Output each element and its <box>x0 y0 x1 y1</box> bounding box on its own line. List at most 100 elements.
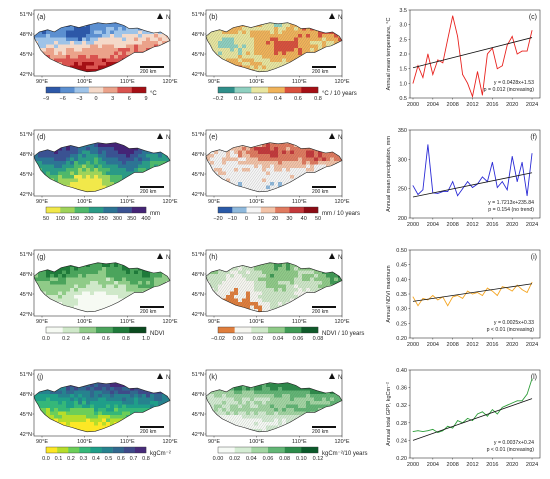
colorbar-tick-label: 1.0 <box>142 336 150 342</box>
series-point <box>472 187 473 188</box>
series-point <box>422 298 424 299</box>
y-tick-label: 200 <box>398 216 407 222</box>
lat-tick-label: 42°N <box>192 192 204 198</box>
lat-tick-label: 45°N <box>20 52 32 58</box>
trend-p-value: p < 0.01 (increasing) <box>487 447 535 453</box>
series-point <box>496 187 498 188</box>
series-point <box>437 59 439 61</box>
colorbar-tick-label: 400 <box>141 216 150 222</box>
scale-bar-label: 200 km <box>140 189 156 195</box>
colorbar: −9 −6 −3 0 3 6 9°C <box>43 86 157 102</box>
panel-letter: (k) <box>209 374 217 381</box>
x-tick-label: 2016 <box>486 102 498 108</box>
series-point <box>492 161 493 163</box>
lon-tick-label: 90°E <box>36 439 48 445</box>
colorbar-swatch <box>117 87 132 93</box>
series-point <box>477 292 478 293</box>
chart-frame <box>409 249 541 339</box>
scale-bar <box>312 186 336 188</box>
series-point <box>432 295 434 296</box>
colorbar-unit: kgCm⁻²/10 years <box>322 451 368 457</box>
lat-tick-label: 42°N <box>20 312 32 318</box>
colorbar-swatch <box>246 207 262 213</box>
colorbar-tick-label: 3 <box>111 96 114 102</box>
colorbar-tick-label: 0.6 <box>102 336 110 342</box>
series-point <box>482 176 483 178</box>
line-chart-1: (f) 200 250 300 350 2000 2004 2008 2012 2016 2020 2… <box>386 128 541 228</box>
lon-tick-label: 120°E <box>334 319 349 325</box>
y-tick-label: 0.20 <box>396 456 407 462</box>
scale-bar-label: 200 km <box>312 429 328 435</box>
colorbar-tick-label: 0.06 <box>263 456 274 462</box>
series-point <box>452 181 454 183</box>
lon-tick-label: 120°E <box>162 439 177 445</box>
colorbar-tick-label: −20 <box>213 216 222 222</box>
map-panel-g: (g) N 200 km 51°N 48°N 45°N 42°N 90°E 100°E 110°E… <box>20 249 178 342</box>
colorbar-swatch <box>284 447 302 453</box>
colorbar-tick-label: 9 <box>144 96 147 102</box>
y-tick-label: 3.0 <box>399 23 407 29</box>
colorbar-tick-label: −0.2 <box>213 96 224 102</box>
y-axis-label: Annual mean temperature, °C <box>386 18 392 91</box>
colorbar: −0.2 0.0 0.2 0.4 0.6 0.8°C / 10 years <box>213 86 357 102</box>
lon-tick-label: 110°E <box>120 319 135 325</box>
colorbar-tick-label: 0.0 <box>42 336 50 342</box>
colorbar-tick-label: 0.8 <box>314 96 322 102</box>
colorbar-unit: mm <box>150 211 160 217</box>
north-label: N <box>338 375 342 381</box>
north-arrow-icon <box>329 373 335 379</box>
scale-bar <box>140 186 164 188</box>
panel-letter: (c) <box>529 14 537 21</box>
lat-tick-label: 45°N <box>192 52 204 58</box>
colorbar-swatch <box>260 207 276 213</box>
north-arrow-icon <box>329 133 335 139</box>
colorbar-tick-label: 150 <box>70 216 79 222</box>
series-point <box>432 74 434 75</box>
colorbar-tick-label: 0.0 <box>234 96 242 102</box>
north-arrow-icon <box>157 133 163 139</box>
series-point <box>482 295 483 296</box>
series-point <box>472 293 473 295</box>
series-point <box>531 281 533 283</box>
colorbar-tick-label: 0.4 <box>82 336 90 342</box>
colorbar-frame <box>45 446 147 454</box>
colorbar-swatch <box>303 207 319 213</box>
series-point <box>412 431 414 432</box>
scale-bar <box>312 306 336 308</box>
line-chart-3: (l) 0.20 0.24 0.28 0.32 0.36 0.40 2000 2004 2008 2… <box>386 368 541 468</box>
colorbar-swatch <box>268 447 285 453</box>
lon-tick-label: 90°E <box>36 319 48 325</box>
lat-tick-label: 51°N <box>20 12 32 18</box>
colorbar-unit: NDVI / 10 years <box>322 331 364 337</box>
colorbar-tick-label: −9 <box>43 96 49 102</box>
colorbar-swatch <box>218 87 235 93</box>
x-tick-label: 2024 <box>526 462 538 468</box>
colorbar-unit: mm / 10 years <box>322 211 360 217</box>
map-panel-d: (d) N 200 km 51°N 48°N 45°N 42°N 90°E 100°E 110°E… <box>20 129 178 222</box>
series-point <box>442 62 444 64</box>
y-tick-label: 0.20 <box>396 336 407 342</box>
trend-equation: y = 0.0025x+0.33 <box>494 320 534 326</box>
north-label: N <box>166 255 170 261</box>
lon-tick-label: 120°E <box>162 79 177 85</box>
country-outline <box>33 22 171 73</box>
series-point <box>516 181 518 183</box>
trend-line <box>412 37 533 69</box>
country-outline <box>205 142 343 193</box>
series-point <box>492 409 493 410</box>
series-point <box>442 191 444 193</box>
series-point <box>531 30 533 31</box>
panel-letter: (f) <box>530 134 537 141</box>
colorbar-tick-label: 20 <box>272 216 278 222</box>
lon-tick-label: 110°E <box>292 439 307 445</box>
colorbar-tick-label: 100 <box>56 216 65 222</box>
y-tick-label: 2.0 <box>399 52 407 58</box>
colorbar-swatch <box>284 87 302 93</box>
colorbar-tick-label: 0.7 <box>130 456 138 462</box>
y-tick-label: 300 <box>398 157 407 163</box>
series-point <box>422 77 424 78</box>
x-tick-label: 2016 <box>486 462 498 468</box>
scale-bar <box>312 66 336 68</box>
x-tick-label: 2024 <box>526 102 538 108</box>
